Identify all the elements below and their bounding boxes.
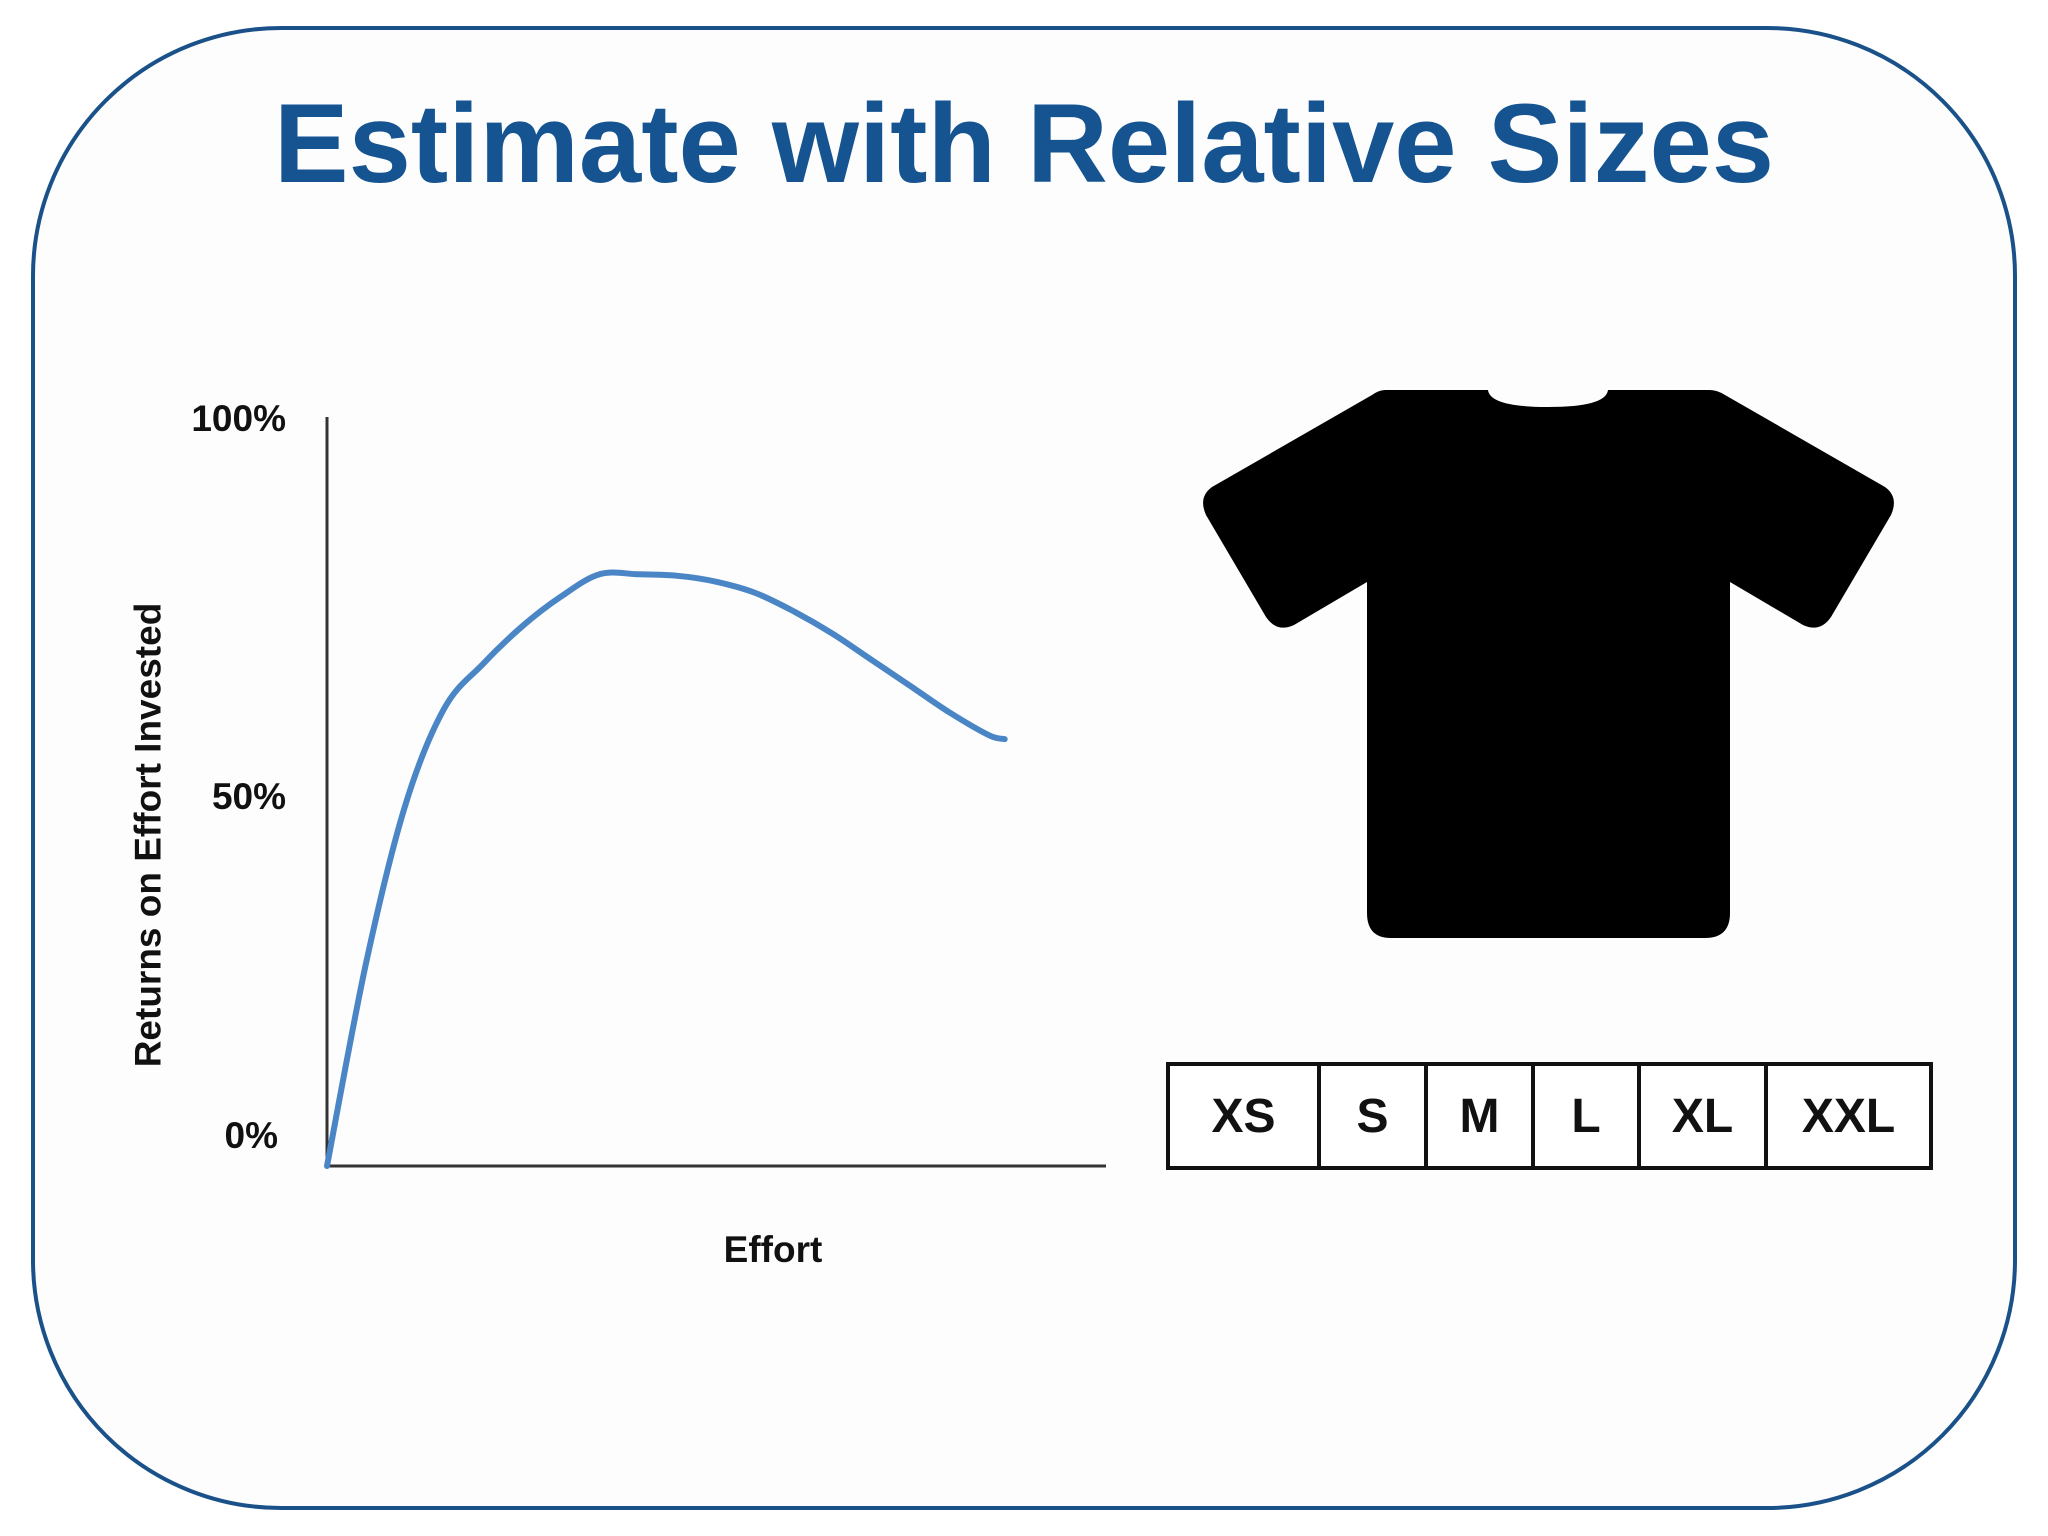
size-xl: XL [1641,1066,1768,1166]
size-s: S [1321,1066,1428,1166]
size-m: M [1428,1066,1535,1166]
y-tick-0: 0% [224,1115,278,1156]
y-tick-100: 100% [191,398,286,439]
x-axis-label: Effort [723,1229,823,1270]
size-scale: XS S M L XL XXL [1166,1062,1933,1170]
page-title: Estimate with Relative Sizes [273,81,1775,206]
y-tick-50: 50% [211,776,286,817]
y-axis-label: Returns on Effort Invested [127,602,169,1068]
effort-returns-chart [324,417,1106,1169]
size-xxl: XXL [1801,1089,1896,1143]
t-shirt-icon [1203,390,1894,938]
returns-curve [324,569,1008,1169]
size-l: L [1535,1066,1641,1166]
size-xs: XS [1170,1066,1321,1166]
